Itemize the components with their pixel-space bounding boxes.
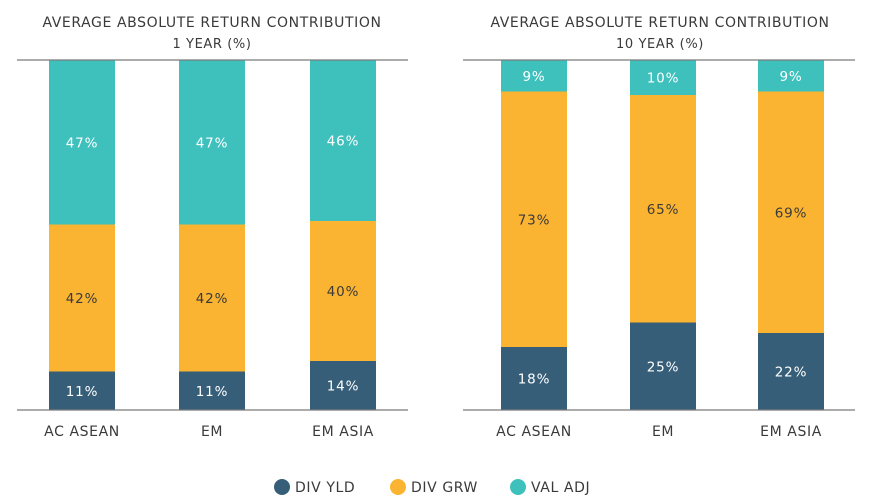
data-label-ac-asean-div-yld: 11% bbox=[66, 384, 98, 400]
data-label-ac-asean-div-grw: 73% bbox=[518, 212, 550, 228]
bar-em-val-adj bbox=[630, 60, 696, 95]
chart-subtitle: 10 YEAR (%) bbox=[616, 37, 704, 52]
data-label-em-asia-div-yld: 22% bbox=[775, 365, 807, 381]
legend-swatch-val-adj bbox=[510, 479, 526, 495]
bar-ac-asean-div-grw bbox=[501, 91, 567, 347]
bar-em-asia-val-adj bbox=[310, 60, 376, 221]
chart-title: AVERAGE ABSOLUTE RETURN CONTRIBUTION bbox=[490, 15, 829, 31]
bar-em-asia-val-adj bbox=[758, 60, 824, 92]
legend: DIV YLD DIV GRW VAL ADJ bbox=[274, 479, 590, 496]
bar-em-asia-div-yld bbox=[758, 333, 824, 410]
x-tick-label: EM ASIA bbox=[760, 424, 822, 440]
legend-swatch-div-yld bbox=[274, 479, 290, 495]
bar-em-div-grw bbox=[179, 224, 245, 372]
data-label-em-asia-div-yld: 14% bbox=[327, 379, 359, 395]
bar-ac-asean-div-yld bbox=[49, 371, 115, 410]
data-label-em-asia-div-grw: 40% bbox=[327, 284, 359, 300]
chart-title: AVERAGE ABSOLUTE RETURN CONTRIBUTION bbox=[42, 15, 381, 31]
x-tick-label: EM bbox=[201, 424, 223, 440]
data-label-em-div-grw: 65% bbox=[647, 202, 679, 218]
data-label-ac-asean-val-adj: 9% bbox=[522, 69, 545, 85]
x-tick-label: AC ASEAN bbox=[496, 424, 572, 440]
x-tick-label: AC ASEAN bbox=[44, 424, 120, 440]
data-label-em-div-grw: 42% bbox=[196, 291, 228, 307]
data-label-em-asia-div-grw: 69% bbox=[775, 205, 807, 221]
data-label-em-asia-val-adj: 46% bbox=[327, 134, 359, 150]
bar-em-div-yld bbox=[630, 322, 696, 410]
chart-2: AVERAGE ABSOLUTE RETURN CONTRIBUTION 10 Y… bbox=[463, 15, 855, 440]
legend-label-val-adj: VAL ADJ bbox=[531, 480, 590, 496]
bar-em-div-yld bbox=[179, 371, 245, 410]
bar-ac-asean-div-grw bbox=[49, 224, 115, 372]
bar-em-asia-div-grw bbox=[310, 221, 376, 361]
legend-label-div-grw: DIV GRW bbox=[411, 480, 478, 496]
bar-ac-asean-val-adj bbox=[49, 60, 115, 225]
bar-em-div-grw bbox=[630, 95, 696, 323]
data-label-em-asia-val-adj: 9% bbox=[779, 69, 802, 85]
data-label-em-val-adj: 10% bbox=[647, 71, 679, 87]
legend-label-div-yld: DIV YLD bbox=[295, 480, 355, 496]
bar-ac-asean-div-yld bbox=[501, 347, 567, 410]
x-tick-label: EM ASIA bbox=[312, 424, 374, 440]
data-label-ac-asean-val-adj: 47% bbox=[66, 135, 98, 151]
legend-swatch-div-grw bbox=[390, 479, 406, 495]
bar-ac-asean-val-adj bbox=[501, 60, 567, 92]
chart-subtitle: 1 YEAR (%) bbox=[172, 37, 251, 52]
chart-1: AVERAGE ABSOLUTE RETURN CONTRIBUTION 1 YE… bbox=[17, 15, 408, 440]
data-label-em-val-adj: 47% bbox=[196, 135, 228, 151]
data-label-ac-asean-div-grw: 42% bbox=[66, 291, 98, 307]
data-label-ac-asean-div-yld: 18% bbox=[518, 372, 550, 388]
bar-em-asia-div-grw bbox=[758, 91, 824, 333]
bar-em-asia-div-yld bbox=[310, 361, 376, 410]
x-tick-label: EM bbox=[652, 424, 674, 440]
data-label-em-div-yld: 11% bbox=[196, 384, 228, 400]
data-label-em-div-yld: 25% bbox=[647, 359, 679, 375]
bar-em-val-adj bbox=[179, 60, 245, 225]
